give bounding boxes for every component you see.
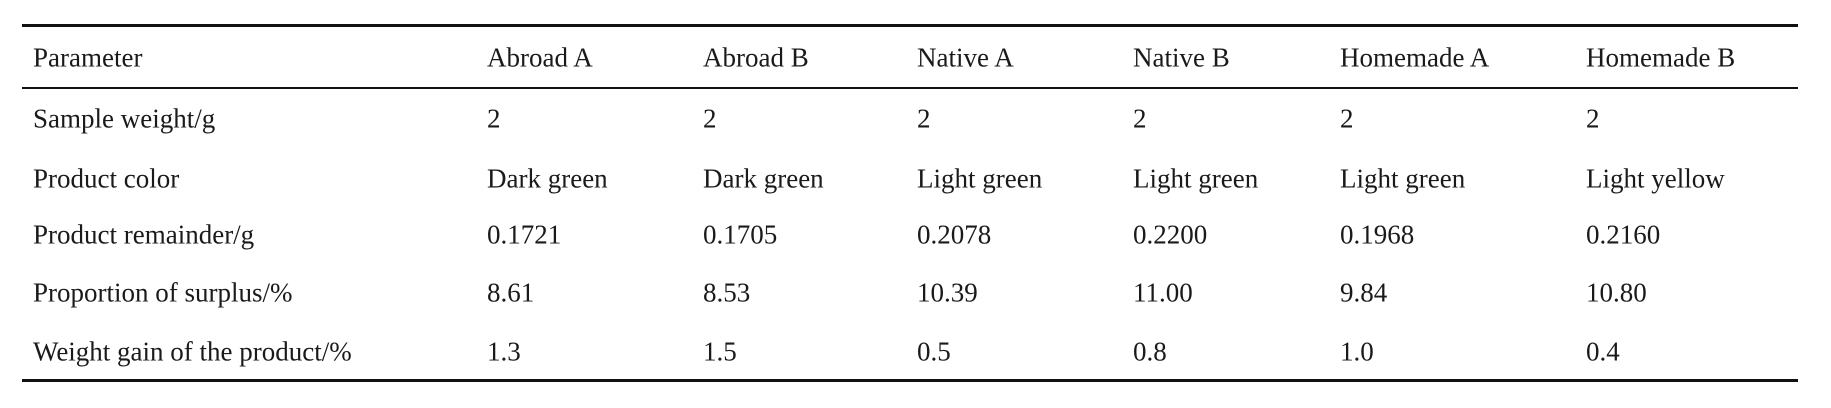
table-cell: Dark green <box>703 163 824 194</box>
table-cell: 2 <box>1586 103 1600 134</box>
table-cell: 0.8 <box>1133 336 1167 367</box>
table-cell: 10.80 <box>1586 277 1647 308</box>
table-cell: Light yellow <box>1586 163 1725 194</box>
table-cell: 8.53 <box>703 277 751 308</box>
table-cell: Dark green <box>487 163 608 194</box>
table-cell: 9.84 <box>1340 277 1388 308</box>
header-cell: Abroad B <box>703 42 809 73</box>
table-cell: 2 <box>1133 103 1147 134</box>
table-cell: 2 <box>1340 103 1354 134</box>
table-cell: 2 <box>703 103 717 134</box>
header-cell: Abroad A <box>487 42 593 73</box>
table-cell: 0.1721 <box>487 219 562 250</box>
header-cell: Native B <box>1133 42 1230 73</box>
table-cell: Light green <box>1340 163 1466 194</box>
top-rule <box>22 24 1798 27</box>
row-label: Proportion of surplus/% <box>33 277 293 308</box>
header-cell: Native A <box>917 42 1014 73</box>
table-cell: 0.2078 <box>917 219 992 250</box>
header-rule <box>22 87 1798 89</box>
table-cell: 0.2200 <box>1133 219 1208 250</box>
row-label: Weight gain of the product/% <box>33 336 352 367</box>
table-cell: 0.1968 <box>1340 219 1415 250</box>
header-cell: Parameter <box>33 42 143 73</box>
row-label: Product color <box>33 163 180 194</box>
table-cell: 10.39 <box>917 277 978 308</box>
table-cell: 0.4 <box>1586 336 1620 367</box>
table-cell: 0.1705 <box>703 219 778 250</box>
table-cell: 1.5 <box>703 336 737 367</box>
table-cell: 2 <box>487 103 501 134</box>
row-label: Sample weight/g <box>33 103 216 134</box>
bottom-rule <box>22 379 1798 382</box>
table-cell: Light green <box>917 163 1043 194</box>
table-cell: 0.2160 <box>1586 219 1661 250</box>
header-cell: Homemade B <box>1586 42 1736 73</box>
table-cell: 2 <box>917 103 931 134</box>
table-cell: 8.61 <box>487 277 535 308</box>
header-cell: Homemade A <box>1340 42 1490 73</box>
table-cell: Light green <box>1133 163 1259 194</box>
table-cell: 0.5 <box>917 336 951 367</box>
table-cell: 1.3 <box>487 336 521 367</box>
row-label: Product remainder/g <box>33 219 255 250</box>
table-cell: 11.00 <box>1133 277 1193 308</box>
table-cell: 1.0 <box>1340 336 1374 367</box>
